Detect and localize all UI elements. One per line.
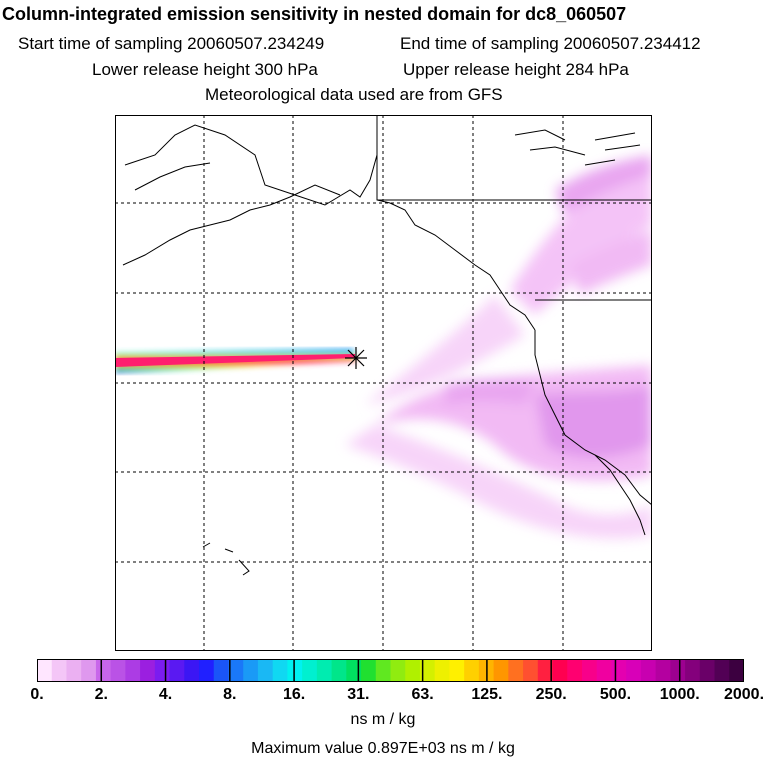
lower-release-label: Lower release height 300 hPa bbox=[92, 60, 318, 79]
colorbar-cell bbox=[257, 659, 274, 682]
colorbar-cell bbox=[670, 659, 686, 682]
colorbar-cell bbox=[685, 659, 701, 682]
colorbar-cell bbox=[169, 659, 185, 682]
sensitivity-field bbox=[345, 155, 652, 539]
colorbar-cell bbox=[640, 659, 657, 682]
colorbar-tick-label: 2. bbox=[94, 686, 108, 703]
upper-release-label: Upper release height 284 hPa bbox=[403, 60, 629, 79]
colorbar-cell bbox=[140, 659, 156, 682]
colorbar-cell bbox=[110, 659, 126, 682]
colorbar-cell bbox=[729, 659, 744, 682]
colorbar-cell bbox=[434, 659, 450, 682]
colorbar-cell bbox=[596, 659, 612, 682]
colorbar-cell bbox=[493, 659, 509, 682]
colorbar-cell bbox=[419, 659, 436, 682]
colorbar-cell bbox=[375, 659, 391, 682]
colorbar-cell bbox=[626, 659, 642, 682]
colorbar-cell bbox=[302, 659, 318, 682]
colorbar-tick-label: 31. bbox=[347, 686, 370, 703]
colorbar-cell bbox=[655, 659, 671, 682]
colorbar-cell bbox=[390, 659, 406, 682]
colorbar-cell bbox=[346, 659, 362, 682]
colorbar-tick-label: 4. bbox=[158, 686, 173, 703]
coastlines bbox=[122, 115, 652, 576]
colorbar-tick-label: 8. bbox=[223, 686, 237, 703]
colorbar-cell bbox=[154, 659, 171, 682]
colorbar-cell bbox=[316, 659, 333, 682]
colorbar-cell bbox=[449, 659, 465, 682]
colorbar-cell bbox=[81, 659, 97, 682]
colorbar-cell bbox=[287, 659, 303, 682]
colorbar-cell bbox=[37, 659, 53, 682]
colorbar bbox=[37, 659, 744, 682]
colorbar-tick-label: 1000. bbox=[659, 686, 700, 703]
colorbar-cell bbox=[405, 659, 421, 682]
colorbar-cell bbox=[714, 659, 730, 682]
colorbar-cell bbox=[184, 659, 200, 682]
colorbar-cell bbox=[361, 659, 377, 682]
release-point-star bbox=[345, 347, 367, 369]
maximum-value: Maximum value 0.897E+03 ns m / kg bbox=[251, 740, 515, 757]
colorbar-cell bbox=[611, 659, 627, 682]
colorbar-cell bbox=[213, 659, 229, 682]
start-time-label: Start time of sampling 20060507.234249 bbox=[18, 34, 325, 53]
colorbar-cell bbox=[199, 659, 215, 682]
colorbar-tick-label: 16. bbox=[282, 686, 306, 703]
colorbar-tick-label: 0. bbox=[30, 686, 44, 703]
colorbar-cell bbox=[464, 659, 480, 682]
colorbar-cell bbox=[537, 659, 554, 682]
colorbar-tick-label: 63. bbox=[411, 686, 434, 703]
colorbar-cell bbox=[508, 659, 524, 682]
met-data-label: Meteorological data used are from GFS bbox=[205, 85, 503, 104]
colorbar-tick-label: 2000. bbox=[723, 686, 765, 703]
sensitivity-map bbox=[115, 115, 652, 651]
trajectory-plume bbox=[115, 349, 357, 373]
colorbar-tick-label: 250. bbox=[535, 686, 567, 703]
colorbar-cell bbox=[552, 659, 568, 682]
colorbar-cell bbox=[66, 659, 82, 682]
colorbar-cell bbox=[51, 659, 67, 682]
end-time-label: End time of sampling 20060507.234412 bbox=[400, 34, 701, 53]
colorbar-cell bbox=[125, 659, 141, 682]
colorbar-cell bbox=[581, 659, 598, 682]
colorbar-cell bbox=[95, 659, 112, 682]
colorbar-tick-label: 125. bbox=[471, 686, 503, 703]
colorbar-cell bbox=[228, 659, 244, 682]
colorbar-cell bbox=[331, 659, 347, 682]
colorbar-cell bbox=[699, 659, 716, 682]
colorbar-cell bbox=[243, 659, 259, 682]
figure-title: Column-integrated emission sensitivity i… bbox=[2, 4, 627, 24]
lat-lon-grid bbox=[115, 115, 652, 651]
colorbar-cell bbox=[567, 659, 583, 682]
colorbar-tick-label: 500. bbox=[599, 686, 632, 703]
map-frame bbox=[115, 115, 652, 651]
colorbar-units: ns m / kg bbox=[350, 711, 416, 728]
colorbar-cell bbox=[523, 659, 539, 682]
colorbar-cell bbox=[272, 659, 288, 682]
